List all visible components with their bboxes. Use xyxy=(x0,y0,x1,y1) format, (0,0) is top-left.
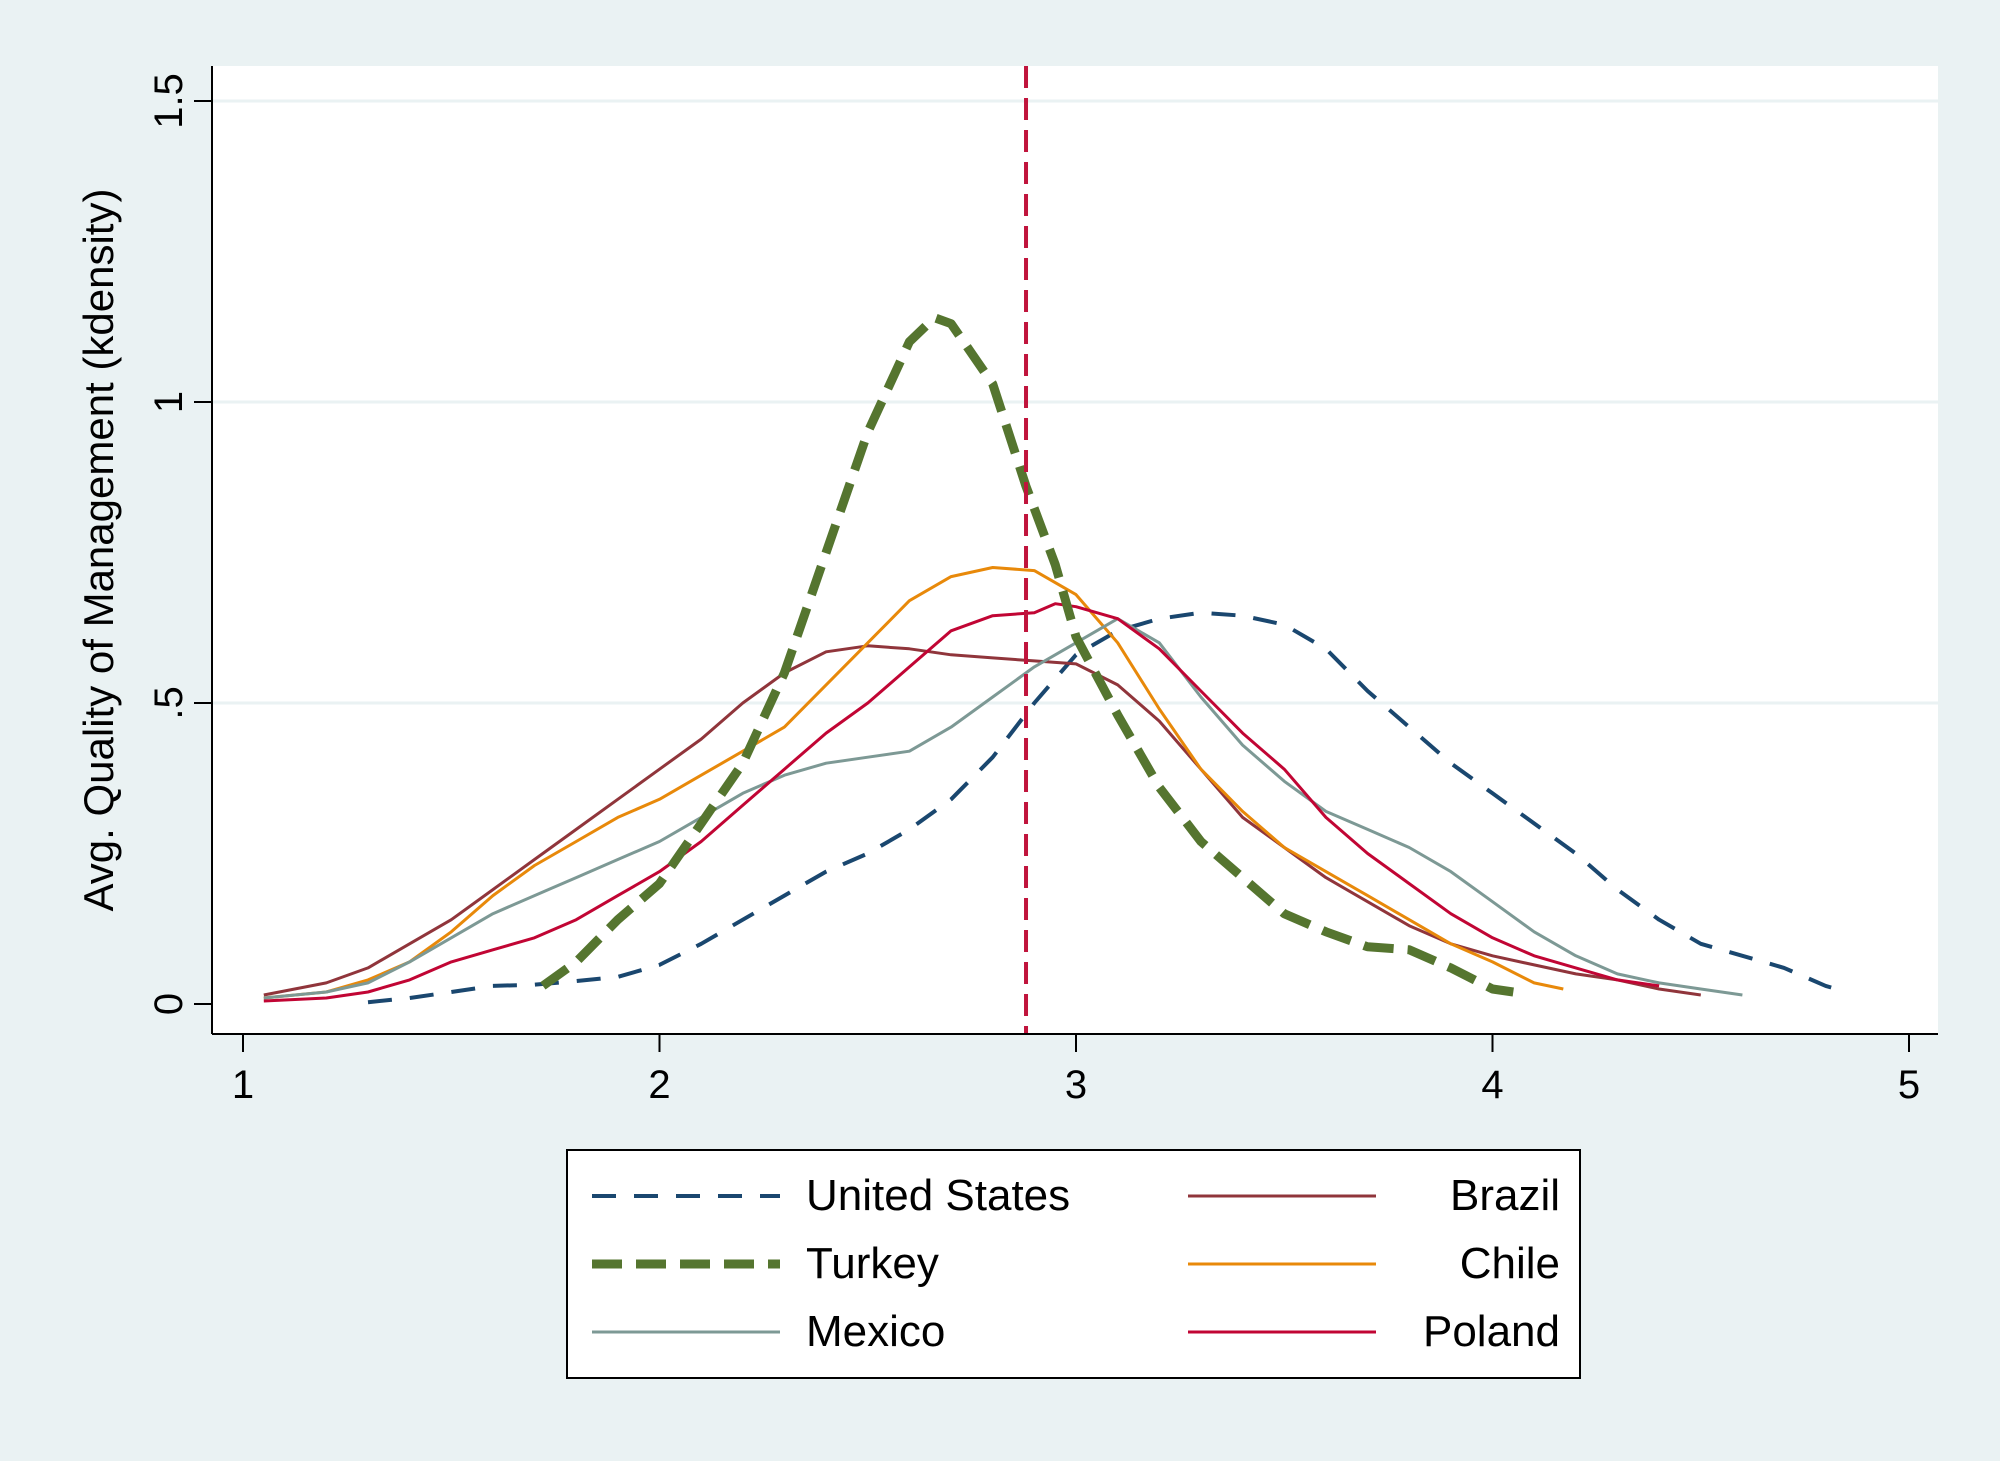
series-line-mexico xyxy=(263,617,1743,1000)
x-tick-label-3: 4 xyxy=(1481,1063,1503,1107)
x-tick-label-4: 5 xyxy=(1898,1063,1920,1107)
x-tick-label-2: 3 xyxy=(1065,1063,1087,1107)
legend-label-mexico: Mexico xyxy=(806,1307,945,1356)
y-tick-label-0: 0 xyxy=(147,993,191,1015)
y-tick-label-2: 1 xyxy=(147,391,191,413)
legend: United States Turkey Mexico Brazil Chile Pola… xyxy=(566,1149,1581,1379)
series-line-poland xyxy=(263,602,1660,1003)
gridlines xyxy=(212,99,1938,705)
legend-label-turkey: Turkey xyxy=(806,1239,939,1288)
x-tick-label-1: 2 xyxy=(648,1063,670,1107)
legend-label-poland: Poland xyxy=(1423,1307,1560,1356)
plot-area xyxy=(212,66,1938,1034)
series-line-chile xyxy=(263,566,1564,1000)
y-axis-label: Avg. Quality of Management (kdensity) xyxy=(75,189,122,912)
legend-label-chile: Chile xyxy=(1460,1239,1560,1288)
x-tick-label-0: 1 xyxy=(232,1063,254,1107)
series-line-brazil xyxy=(263,644,1702,997)
legend-label-brazil: Brazil xyxy=(1450,1171,1560,1220)
y-tick-label-3: 1.5 xyxy=(147,73,191,129)
y-ticks: 0 .5 1 1.5 xyxy=(147,73,212,1015)
legend-label-united-states: United States xyxy=(806,1171,1070,1220)
y-tick-label-1: .5 xyxy=(147,686,191,719)
x-ticks: 1 2 3 4 5 xyxy=(232,1034,1920,1107)
